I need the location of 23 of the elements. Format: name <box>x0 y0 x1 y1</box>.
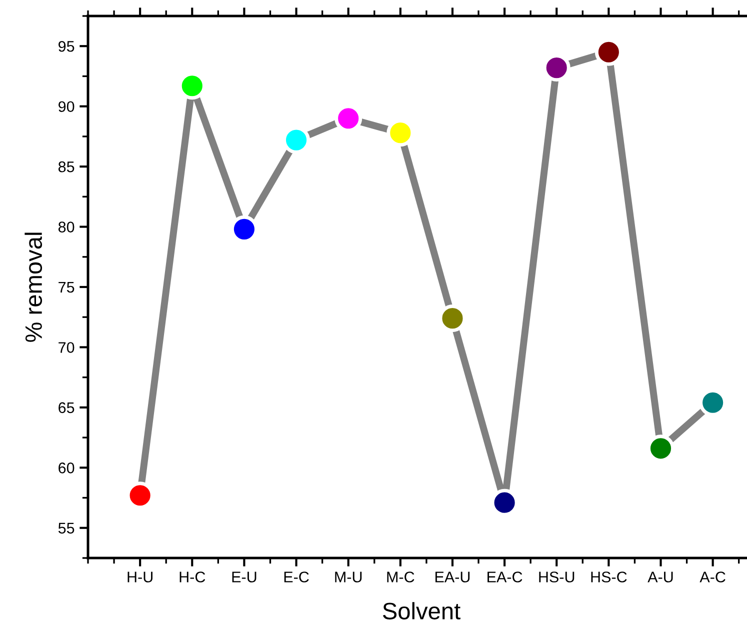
x-tick-label: HS-U <box>539 572 574 582</box>
x-tick-label: HS-C <box>591 572 627 582</box>
x-tick-label: EA-U <box>435 572 470 582</box>
x-tick-label: H-U <box>128 572 152 582</box>
y-tick-label: 55 <box>58 522 74 534</box>
x-axis-title: Solvent <box>382 602 460 620</box>
y-tick-label: 75 <box>58 282 74 293</box>
x-tick-label: H-C <box>180 572 206 582</box>
x-tick-label: E-C <box>284 572 309 582</box>
y-tick-label: 80 <box>58 222 74 232</box>
x-tick-label: EA-C <box>488 572 522 582</box>
x-tick-label: E-U <box>232 572 256 582</box>
y-tick-label: 70 <box>58 342 74 353</box>
y-tick-label: 95 <box>58 40 74 52</box>
y-tick-label: 60 <box>58 462 74 474</box>
x-tick-label: M-U <box>335 572 362 582</box>
y-axis-title: % removal <box>24 232 42 342</box>
x-tick-label: M-C <box>387 572 414 582</box>
x-tick-label: A-C <box>700 572 726 582</box>
y-tick-label: 65 <box>58 402 74 414</box>
x-tick-label: A-U <box>648 572 673 582</box>
y-tick-label: 85 <box>58 161 74 172</box>
y-tick-label: 90 <box>58 101 74 112</box>
